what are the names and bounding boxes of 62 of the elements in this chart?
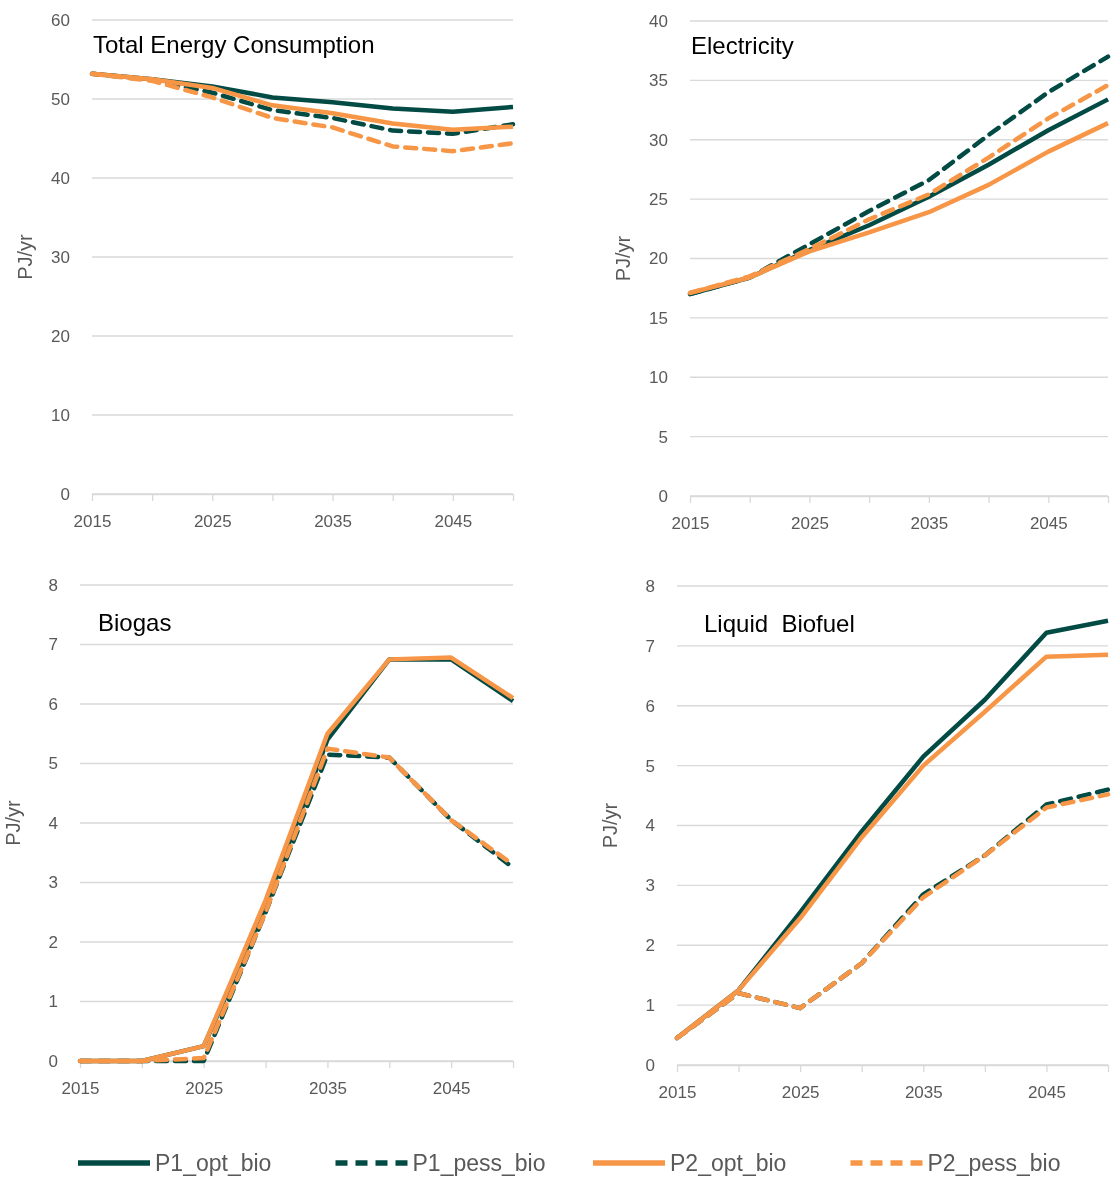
y-tick-label: 1 [645, 996, 655, 1016]
x-tick-label: 2015 [61, 1079, 100, 1099]
y-tick-label: 5 [48, 754, 58, 774]
y-tick-label: 3 [48, 873, 58, 893]
x-tick-label: 2025 [193, 512, 232, 532]
y-tick-label: 60 [51, 10, 70, 30]
y-tick-label: 0 [60, 484, 70, 504]
text: Biogas [98, 609, 172, 636]
y-tick-label: 4 [48, 813, 58, 833]
x-tick-label: 2035 [309, 1079, 347, 1099]
y-tick-label: 30 [51, 247, 70, 267]
y-tick-label: 5 [658, 427, 668, 447]
x-tick-label: 2035 [314, 512, 352, 532]
y-axis-title: PJ/yr [2, 799, 24, 846]
y-axis-title: PJ/yr [612, 235, 634, 282]
y-tick-label: 0 [658, 486, 668, 506]
y-axis-title: PJ/yr [14, 233, 36, 280]
y-tick-label: 7 [48, 635, 58, 655]
text: Electricity [691, 32, 794, 59]
x-tick-label: 2035 [910, 514, 949, 534]
y-tick-label: 0 [645, 1055, 655, 1075]
legend-label: P2_pess_bio [927, 1150, 1061, 1176]
y-tick-label: 1 [48, 992, 58, 1012]
x-tick-label: 2025 [791, 514, 829, 534]
x-tick-label: 2045 [1029, 514, 1068, 534]
x-tick-label: 2035 [904, 1083, 943, 1103]
x-tick-label: 2015 [671, 514, 710, 534]
x-tick-label: 2015 [73, 512, 112, 532]
y-tick-label: 40 [649, 11, 668, 31]
x-tick-label: 2045 [1028, 1083, 1066, 1103]
x-tick-label: 2045 [432, 1079, 471, 1099]
y-tick-label: 4 [645, 816, 655, 836]
y-tick-label: 50 [51, 89, 70, 109]
y-tick-label: 6 [645, 696, 655, 716]
legend-label: P1_pess_bio [412, 1150, 546, 1176]
y-axis-title: PJ/yr [599, 802, 621, 849]
y-tick-label: 40 [51, 168, 70, 188]
x-tick-label: 2045 [434, 512, 473, 532]
x-tick-label: 2025 [185, 1079, 224, 1099]
y-tick-label: 30 [649, 130, 668, 150]
y-tick-label: 20 [649, 249, 668, 269]
text: Total Energy Consumption [93, 31, 375, 58]
x-tick-label: 2025 [781, 1083, 820, 1103]
y-tick-label: 6 [48, 694, 58, 714]
y-tick-label: 15 [649, 308, 668, 328]
y-tick-label: 8 [48, 575, 58, 595]
y-tick-label: 10 [51, 405, 70, 425]
y-tick-label: 8 [645, 576, 655, 596]
y-tick-label: 2 [645, 936, 655, 956]
legend-label: P2_opt_bio [670, 1150, 787, 1176]
text: Liquid Biofuel [704, 610, 855, 637]
y-tick-label: 35 [649, 71, 668, 91]
y-tick-label: 20 [51, 326, 70, 346]
y-tick-label: 10 [649, 368, 668, 388]
y-tick-label: 2 [48, 932, 58, 952]
y-tick-label: 7 [645, 636, 655, 656]
legend-label: P1_opt_bio [155, 1150, 272, 1176]
y-tick-label: 0 [48, 1051, 58, 1071]
y-tick-label: 25 [649, 190, 668, 210]
x-tick-label: 2015 [658, 1083, 697, 1103]
y-tick-label: 5 [645, 756, 655, 776]
y-tick-label: 3 [645, 876, 655, 896]
